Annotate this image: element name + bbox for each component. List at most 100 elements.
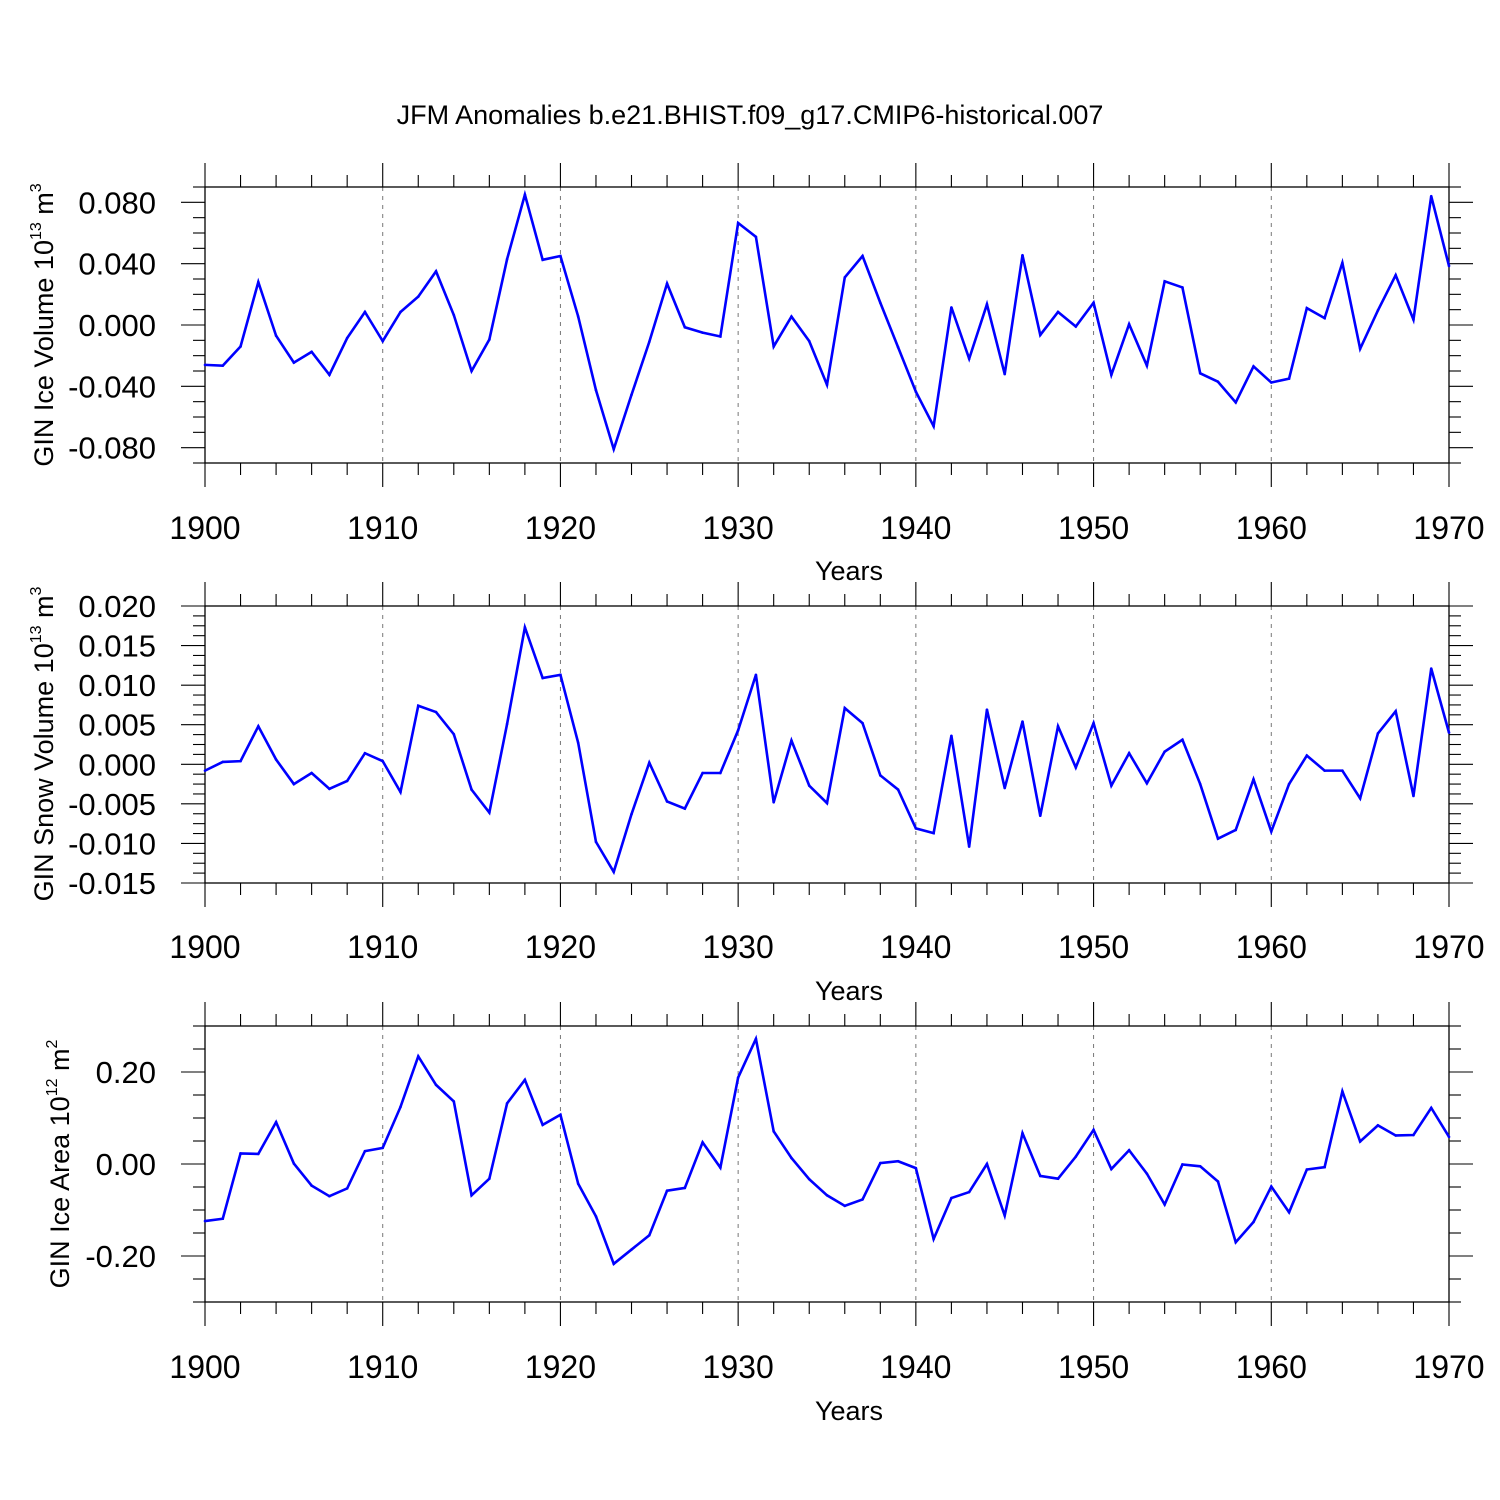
ice-volume-y-axis-title: GIN Ice Volume 1013 m3 <box>28 183 59 466</box>
y-tick-label: 0.015 <box>78 629 156 664</box>
data-point <box>310 1184 313 1187</box>
data-point <box>612 447 616 451</box>
data-point <box>203 769 207 772</box>
data-point <box>1234 1240 1238 1244</box>
data-point <box>932 1237 935 1241</box>
data-point <box>523 1078 527 1082</box>
snow-volume-data-points <box>203 626 1451 874</box>
data-point <box>328 373 331 377</box>
x-tick-label: 1970 <box>1413 929 1484 965</box>
y-tick-label: -0.040 <box>68 369 156 404</box>
ice-area-data-points <box>203 1037 1451 1266</box>
snow-volume-tick-labels: 1900 1910 1920 1930 1940 1950 1960 1970 0.020 0.0… <box>68 589 1485 965</box>
x-tick-label: 1900 <box>169 510 240 546</box>
data-point <box>1341 769 1344 772</box>
data-point <box>1056 1177 1060 1181</box>
data-point <box>790 1156 793 1160</box>
data-point <box>1234 401 1238 404</box>
data-point <box>843 706 847 710</box>
data-point <box>292 782 296 786</box>
data-point <box>896 345 900 349</box>
data-point <box>1074 325 1078 328</box>
data-point <box>879 774 882 777</box>
data-point <box>257 280 260 284</box>
data-point <box>1074 1155 1078 1158</box>
y-tick-label: 0.080 <box>78 185 156 220</box>
data-point <box>345 336 349 340</box>
x-tick-label: 1910 <box>347 1349 418 1385</box>
data-point <box>328 787 331 791</box>
data-point <box>1003 372 1007 376</box>
snow-volume-y-axis-title: GIN Snow Volume 1013 m3 <box>28 586 59 901</box>
data-point <box>647 340 651 344</box>
data-point <box>470 369 473 373</box>
x-tick-label: 1970 <box>1413 510 1484 546</box>
panel-snow-volume: 1900 1910 1920 1930 1940 1950 1960 1970 0.020 0.0… <box>28 582 1485 1006</box>
data-point <box>381 339 385 343</box>
data-point <box>790 739 793 742</box>
x-tick-label: 1910 <box>347 510 418 546</box>
data-point <box>1305 306 1309 310</box>
data-point <box>683 807 687 810</box>
y-tick-label: 0.000 <box>78 308 156 343</box>
panel-ice-area: 1900 1910 1920 1930 1940 1950 1960 1970 0.20 0.00… <box>44 1002 1485 1426</box>
data-point <box>416 704 420 708</box>
data-point <box>221 1217 225 1221</box>
data-point <box>505 257 509 261</box>
x-tick-label: 1930 <box>703 510 774 546</box>
data-point <box>1305 1168 1309 1171</box>
data-point <box>1216 1180 1220 1183</box>
data-point <box>1412 1133 1415 1137</box>
data-point <box>257 725 260 728</box>
data-point <box>1447 1135 1451 1139</box>
data-point <box>274 334 278 338</box>
data-point <box>612 870 616 874</box>
data-point <box>1056 725 1060 728</box>
data-point <box>434 1083 438 1087</box>
data-point <box>576 1182 580 1186</box>
y-tick-label: -0.010 <box>68 826 156 861</box>
data-point <box>541 676 544 680</box>
data-point <box>363 1149 367 1153</box>
data-point <box>736 221 740 225</box>
data-point <box>932 424 935 428</box>
data-point <box>825 383 829 387</box>
data-point <box>274 758 278 761</box>
data-point <box>434 270 438 273</box>
x-tick-label: 1950 <box>1058 510 1129 546</box>
data-point <box>1056 310 1060 314</box>
data-point <box>1305 754 1309 757</box>
data-point <box>807 339 811 343</box>
data-point <box>861 254 864 258</box>
data-point <box>363 751 367 755</box>
x-tick-label: 1950 <box>1058 1349 1129 1385</box>
data-point <box>470 788 473 791</box>
data-point <box>541 1123 544 1127</box>
data-point <box>665 1189 669 1192</box>
data-point <box>452 313 456 317</box>
data-point <box>399 310 402 314</box>
data-point <box>896 1159 900 1163</box>
ice-area-series-line <box>204 1034 1451 1266</box>
data-point <box>1003 786 1007 790</box>
data-point <box>1429 667 1433 670</box>
y-tick-label: 0.010 <box>78 668 156 703</box>
data-point <box>1269 1185 1273 1188</box>
data-point <box>754 1037 758 1041</box>
data-point <box>1287 782 1291 786</box>
data-point <box>719 335 722 338</box>
data-point <box>1287 1211 1291 1214</box>
data-point <box>967 357 971 361</box>
data-point <box>701 331 704 334</box>
data-point <box>1376 732 1380 735</box>
snow-volume-gridlines <box>382 606 1272 883</box>
data-point <box>1323 1165 1326 1169</box>
data-point <box>559 1113 562 1117</box>
x-tick-label: 1920 <box>525 1349 596 1385</box>
data-point <box>1198 372 1202 375</box>
ice-volume-series-line <box>204 189 1451 454</box>
y-tick-label: -0.005 <box>68 787 156 822</box>
data-point <box>1341 1090 1344 1093</box>
data-point <box>1429 1106 1433 1110</box>
